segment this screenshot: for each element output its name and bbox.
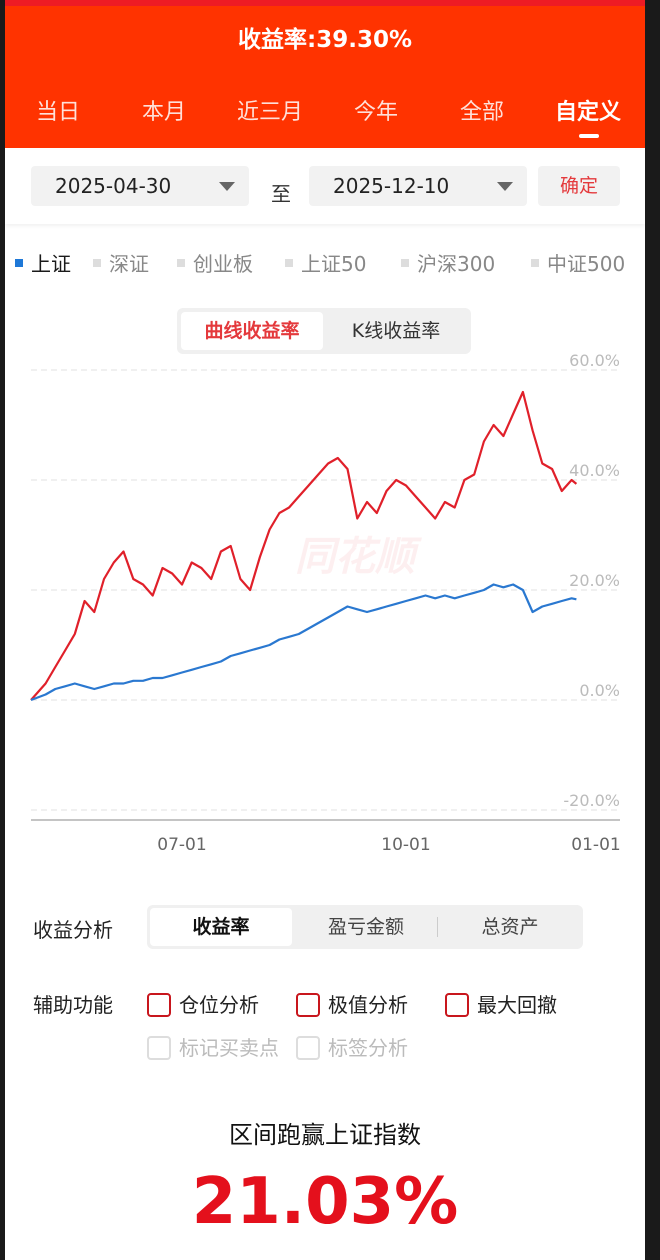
checkbox-label: 极值分析 [328,993,408,1017]
benchmark-sse50[interactable]: 上证50 [285,248,366,277]
checkbox-label: 标签分析 [328,1036,408,1060]
y-tick-label: 40.0% [569,461,620,480]
app-frame: 收益率:39.30% 当日 本月 近三月 今年 全部 自定义 2025-04-3… [5,0,645,1260]
start-date-select[interactable]: 2025-04-30 [31,166,249,206]
checkbox-box [296,1035,320,1060]
start-date-value: 2025-04-30 [55,174,172,198]
yield-chart: 同花顺 60.0% 40.0% 20.0% 0.0% -20.0% 07-01 10-01 01… [30,351,621,855]
tab-year[interactable]: 今年 [353,100,398,125]
trade-marks-checkbox[interactable]: 标记买卖点 [147,1032,279,1062]
aux-label: 辅助功能 [33,993,113,1017]
benchmark-series-line [30,583,577,702]
benchmark-label: 上证50 [301,252,367,276]
analysis-tabs: 收益率 盈亏金额 总资产 [147,905,583,949]
kline-yield-button[interactable]: K线收益率 [351,320,441,342]
legend-swatch [531,258,539,267]
legend-swatch [177,258,185,267]
yield-title: 收益率:39.30% [238,27,412,53]
tab-today[interactable]: 当日 [35,100,80,125]
chevron-down-icon [219,182,235,191]
date-range-bar: 2025-04-30 至 2025-12-10 确定 [5,150,645,224]
checkbox-box [445,992,469,1017]
benchmark-label: 上证 [31,252,71,276]
position-analysis-checkbox[interactable]: 仓位分析 [147,989,259,1019]
benchmark-chinext[interactable]: 创业板 [177,248,253,277]
tab-all[interactable]: 全部 [459,100,504,125]
outperform-label: 区间跑赢上证指数 [229,1121,421,1149]
tab-three-months[interactable]: 近三月 [236,100,303,125]
benchmark-csi300[interactable]: 沪深300 [401,248,495,277]
benchmark-label: 深证 [109,252,149,276]
x-tick-label: 10-01 [381,835,430,855]
end-date-select[interactable]: 2025-12-10 [309,166,527,206]
header-stripe [5,0,645,6]
y-tick-label: -20.0% [563,791,620,810]
end-date-value: 2025-12-10 [333,174,450,198]
y-tick-label: 20.0% [569,571,620,590]
benchmark-shenzhen[interactable]: 深证 [93,248,149,277]
tab-month[interactable]: 本月 [141,100,186,125]
y-tick-label: 60.0% [569,351,620,370]
max-drawdown-checkbox[interactable]: 最大回撤 [445,989,557,1019]
tag-analysis-checkbox[interactable]: 标签分析 [296,1032,408,1062]
tab-profit-amount[interactable]: 盈亏金额 [327,916,404,938]
benchmark-legend: 上证 深证 创业板 上证50 沪深300 中证500 [5,248,645,278]
outperform-value: 21.03% [191,1165,459,1239]
checkbox-box [296,992,320,1017]
x-tick-label: 07-01 [157,835,206,855]
benchmark-csi500[interactable]: 中证500 [531,248,625,277]
date-separator: 至 [271,182,291,206]
portfolio-series-line [30,390,578,701]
tab-total-assets[interactable]: 总资产 [481,916,539,938]
checkbox-label: 标记买卖点 [179,1036,279,1060]
x-tick-label: 01-01 [571,835,620,855]
tab-divider [437,917,438,937]
benchmark-shanghai[interactable]: 上证 [15,248,71,277]
checkbox-label: 仓位分析 [179,993,259,1017]
analysis-label: 收益分析 [33,918,113,942]
legend-swatch [401,258,409,267]
chevron-down-icon [497,182,513,191]
benchmark-label: 创业板 [193,252,253,276]
curve-yield-button[interactable]: 曲线收益率 [181,312,323,350]
chart-mode-toggle: 曲线收益率 K线收益率 [177,308,471,354]
checkbox-box [147,1035,171,1060]
checkbox-box [147,992,171,1017]
period-tabs: 当日 本月 近三月 今年 全部 自定义 [5,94,645,134]
confirm-button[interactable]: 确定 [538,166,620,206]
extreme-analysis-checkbox[interactable]: 极值分析 [296,989,408,1019]
checkbox-label: 最大回撤 [477,993,557,1017]
legend-swatch [285,258,293,267]
header: 收益率:39.30% 当日 本月 近三月 今年 全部 自定义 [5,0,645,148]
tab-yield-rate[interactable]: 收益率 [150,908,292,946]
legend-swatch [93,258,101,267]
tab-custom[interactable]: 自定义 [554,100,621,125]
watermark: 同花顺 [295,534,422,580]
benchmark-label: 沪深300 [417,252,496,276]
active-tab-indicator [579,134,599,138]
legend-swatch [15,258,23,267]
benchmark-label: 中证500 [547,252,626,276]
y-tick-label: 0.0% [579,681,620,700]
